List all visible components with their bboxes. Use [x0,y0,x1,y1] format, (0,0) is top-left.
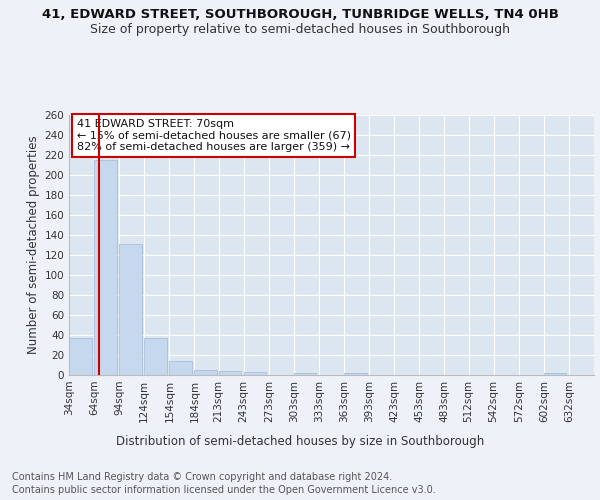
Text: Contains HM Land Registry data © Crown copyright and database right 2024.: Contains HM Land Registry data © Crown c… [12,472,392,482]
Text: Size of property relative to semi-detached houses in Southborough: Size of property relative to semi-detach… [90,22,510,36]
Y-axis label: Number of semi-detached properties: Number of semi-detached properties [27,136,40,354]
Bar [169,361,192,375]
Text: 41, EDWARD STREET, SOUTHBOROUGH, TUNBRIDGE WELLS, TN4 0HB: 41, EDWARD STREET, SOUTHBOROUGH, TUNBRID… [41,8,559,20]
Bar [194,370,217,375]
Bar [119,244,142,375]
Bar [244,372,266,375]
Bar [94,160,116,375]
Bar [69,338,92,375]
Text: Distribution of semi-detached houses by size in Southborough: Distribution of semi-detached houses by … [116,435,484,448]
Bar [344,373,367,375]
Bar [544,373,566,375]
Text: 41 EDWARD STREET: 70sqm
← 15% of semi-detached houses are smaller (67)
82% of se: 41 EDWARD STREET: 70sqm ← 15% of semi-de… [77,119,351,152]
Bar [144,338,167,375]
Text: Contains public sector information licensed under the Open Government Licence v3: Contains public sector information licen… [12,485,436,495]
Bar [218,371,241,375]
Bar [294,373,316,375]
